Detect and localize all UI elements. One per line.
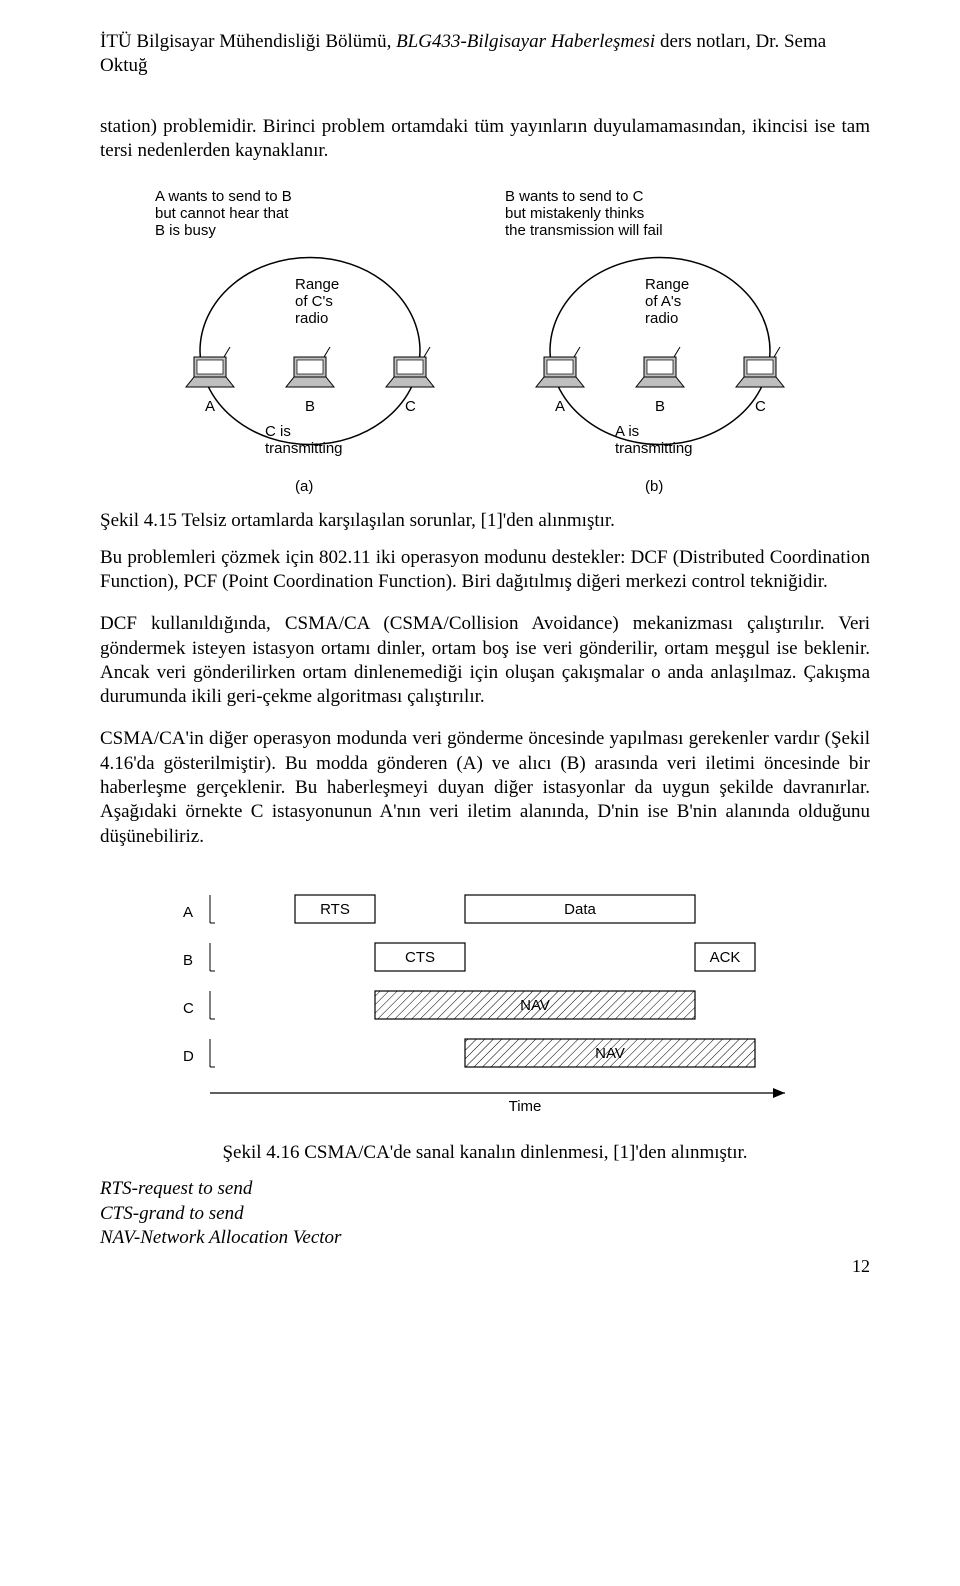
caption-416: Şekil 4.16 CSMA/CA'de sanal kanalın dinl… <box>100 1141 870 1165</box>
abbrev-rts: RTS-request to send <box>100 1177 870 1201</box>
svg-text:Range: Range <box>295 276 339 293</box>
page-number: 12 <box>852 1255 870 1278</box>
svg-text:B: B <box>655 398 665 415</box>
svg-text:CTS: CTS <box>405 949 435 966</box>
svg-text:NAV: NAV <box>520 997 550 1014</box>
svg-text:of A's: of A's <box>645 293 681 310</box>
paragraph-4: CSMA/CA'in diğer operasyon modunda veri … <box>100 727 870 849</box>
svg-text:(b): (b) <box>645 478 663 495</box>
svg-text:A wants to send to B: A wants to send to B <box>155 188 292 205</box>
caption-415: Şekil 4.15 Telsiz ortamlarda karşılaşıla… <box>100 509 870 533</box>
figure-416: A B C D RTS Data CTS ACK NAV NAV Time <box>100 875 870 1135</box>
svg-text:NAV: NAV <box>595 1045 625 1062</box>
svg-text:Data: Data <box>564 901 596 918</box>
svg-text:C: C <box>755 398 766 415</box>
svg-text:radio: radio <box>645 310 678 327</box>
svg-text:B: B <box>183 952 193 969</box>
svg-text:but cannot hear that: but cannot hear that <box>155 205 289 222</box>
svg-text:D: D <box>183 1048 194 1065</box>
paragraph-2: Bu problemleri çözmek için 802.11 iki op… <box>100 546 870 595</box>
header-italic: BLG433-Bilgisayar Haberleşmesi <box>396 31 655 52</box>
svg-text:but mistakenly thinks: but mistakenly thinks <box>505 205 644 222</box>
svg-text:A is: A is <box>615 423 639 440</box>
svg-text:(a): (a) <box>295 478 313 495</box>
svg-text:C is: C is <box>265 423 291 440</box>
svg-text:ACK: ACK <box>710 949 741 966</box>
figure-415: A wants to send to Bbut cannot hear that… <box>100 181 870 501</box>
abbrev-block: RTS-request to send CTS-grand to send NA… <box>100 1177 870 1250</box>
svg-text:of C's: of C's <box>295 293 333 310</box>
svg-text:the transmission will fail: the transmission will fail <box>505 222 663 239</box>
svg-text:C: C <box>183 1000 194 1017</box>
abbrev-nav: NAV-Network Allocation Vector <box>100 1226 870 1250</box>
abbrev-cts: CTS-grand to send <box>100 1202 870 1226</box>
paragraph-1: station) problemidir. Birinci problem or… <box>100 115 870 164</box>
svg-text:Time: Time <box>509 1098 542 1115</box>
svg-text:B is busy: B is busy <box>155 222 216 239</box>
svg-text:RTS: RTS <box>320 901 350 918</box>
svg-text:transmitting: transmitting <box>615 440 693 457</box>
header-plain-1: İTÜ Bilgisayar Mühendisliği Bölümü, <box>100 31 396 52</box>
paragraph-3: DCF kullanıldığında, CSMA/CA (CSMA/Colli… <box>100 612 870 709</box>
page-header: İTÜ Bilgisayar Mühendisliği Bölümü, BLG4… <box>100 30 870 79</box>
svg-text:B: B <box>305 398 315 415</box>
svg-text:A: A <box>555 398 565 415</box>
svg-text:B wants to send to C: B wants to send to C <box>505 188 644 205</box>
svg-text:Range: Range <box>645 276 689 293</box>
svg-text:radio: radio <box>295 310 328 327</box>
svg-text:A: A <box>183 904 193 921</box>
svg-text:A: A <box>205 398 215 415</box>
svg-text:C: C <box>405 398 416 415</box>
svg-text:transmitting: transmitting <box>265 440 343 457</box>
